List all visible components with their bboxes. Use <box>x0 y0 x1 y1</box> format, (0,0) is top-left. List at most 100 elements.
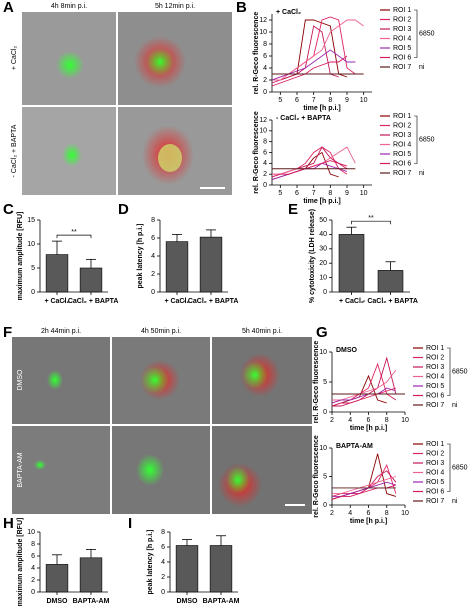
bar <box>377 270 404 293</box>
x-tick-label: + CaCl₂ <box>44 298 69 305</box>
y-tick-label: 10 <box>319 349 327 356</box>
y-tick-label: 8 <box>151 217 155 224</box>
y-tick-label: 2 <box>263 77 267 84</box>
image-panel-a <box>22 12 232 195</box>
legend-label: ROI 2 <box>426 450 444 457</box>
legend-note: 6850 <box>419 31 435 38</box>
x-tick-label: 10 <box>401 417 409 424</box>
y-tick-label: 0 <box>161 589 165 596</box>
x-tick-label: + CaCl₂ <box>164 298 189 305</box>
legend-label: ROI 3 <box>426 460 444 467</box>
legend-note: 6850 <box>419 137 435 144</box>
legend-bracket <box>447 443 451 492</box>
bar <box>199 236 223 293</box>
y-tick-label: 0 <box>323 502 327 509</box>
y-tick-label: 10 <box>319 274 327 281</box>
legend-label: ROI 5 <box>393 45 411 52</box>
row-label: BAPTA-AM <box>17 452 24 487</box>
y-tick-label: 8 <box>263 139 267 146</box>
x-tick-label: - CaCl₂ + BAPTA <box>64 298 119 305</box>
legend-label: ROI 7 <box>393 64 411 71</box>
x-axis-label: time [h p.i.] <box>350 425 387 432</box>
legend-label: ROI 4 <box>426 373 444 380</box>
x-tick-label: 6 <box>295 190 299 197</box>
panel-letter: F <box>3 324 12 341</box>
chart-title: + CaCl₂ <box>276 9 301 16</box>
legend-note: ni <box>452 402 458 409</box>
x-axis-label: time [h p.i.] <box>350 518 387 525</box>
x-tick-label: 10 <box>360 97 368 104</box>
legend-label: ROI 2 <box>393 16 411 23</box>
y-tick-label: 40 <box>319 231 327 238</box>
y-tick-label: 4 <box>263 160 267 167</box>
bar <box>209 545 233 593</box>
row-label: DMSO <box>17 369 24 391</box>
y-axis-label: rel. R-Geco fluorescence <box>313 341 320 424</box>
x-tick-label: 9 <box>345 190 349 197</box>
y-tick-label: 6 <box>263 53 267 60</box>
bar <box>45 564 69 593</box>
y-tick-label: 8 <box>263 41 267 48</box>
panel-letter: E <box>288 201 298 218</box>
legend-label: ROI 3 <box>393 132 411 139</box>
line <box>332 356 397 407</box>
image-panel-f <box>12 337 312 514</box>
y-tick-label: 4 <box>31 565 35 572</box>
line <box>271 160 348 178</box>
x-tick-label: 5 <box>278 190 282 197</box>
legend-note: ni <box>419 170 425 177</box>
y-tick-label: 15 <box>27 217 35 224</box>
y-tick-label: 2 <box>161 574 165 581</box>
y-tick-label: 0 <box>263 182 267 189</box>
y-tick-label: 0 <box>31 289 35 296</box>
x-tick-label: 4 <box>348 417 352 424</box>
y-tick-label: 30 <box>319 246 327 253</box>
x-axis-label: time [h p.i.] <box>303 105 340 112</box>
line <box>331 387 397 407</box>
bar <box>338 234 365 293</box>
legend-label: ROI 2 <box>393 122 411 129</box>
panel-letter: D <box>118 201 129 218</box>
line <box>332 369 397 401</box>
x-tick-label: 9 <box>345 97 349 104</box>
row-label: + CaCl₂ <box>11 46 18 71</box>
legend-label: ROI 1 <box>426 345 444 352</box>
y-tick-label: 0 <box>323 289 327 296</box>
legend-label: ROI 1 <box>393 113 411 120</box>
x-tick-label: 8 <box>385 417 389 424</box>
y-tick-label: 10 <box>259 128 267 135</box>
time-label: 4h 8min p.i. <box>51 3 87 10</box>
y-axis-label: peak latency [h p.i.] <box>137 224 144 289</box>
x-tick-label: 6 <box>367 510 371 517</box>
x-tick-label: 8 <box>328 190 332 197</box>
x-tick-label: 10 <box>401 510 409 517</box>
panel-letter: B <box>236 0 247 16</box>
panel-letter: I <box>128 515 132 532</box>
line <box>331 470 397 500</box>
y-tick-label: 0 <box>151 289 155 296</box>
legend-label: ROI 7 <box>393 170 411 177</box>
line <box>332 481 397 497</box>
legend-label: ROI 5 <box>426 479 444 486</box>
y-axis-label: maximum amplitude [RFU] <box>17 212 24 301</box>
y-axis-label: % cytotoxicity (LDH release) <box>309 209 316 303</box>
x-axis-label: time [h p.i.] <box>303 198 340 205</box>
legend-label: ROI 5 <box>393 151 411 158</box>
x-tick-label: 8 <box>328 97 332 104</box>
time-label: 5h 12min p.i. <box>155 3 195 10</box>
line <box>272 146 348 175</box>
y-tick-label: 5 <box>31 265 35 272</box>
legend-label: ROI 7 <box>426 402 444 409</box>
row-label: - CaCl₂ + BAPTA <box>11 124 18 177</box>
bar <box>165 241 189 293</box>
bar <box>79 267 103 293</box>
x-tick-label: 4 <box>348 510 352 517</box>
bar <box>79 557 103 593</box>
panel-letter: G <box>316 324 328 341</box>
x-tick-label: + CaCl₂ <box>339 298 364 305</box>
y-tick-label: 6 <box>161 544 165 551</box>
x-tick-label: DMSO <box>47 598 69 605</box>
legend-label: ROI 6 <box>426 392 444 399</box>
chart-title: BAPTA-AM <box>336 443 373 450</box>
